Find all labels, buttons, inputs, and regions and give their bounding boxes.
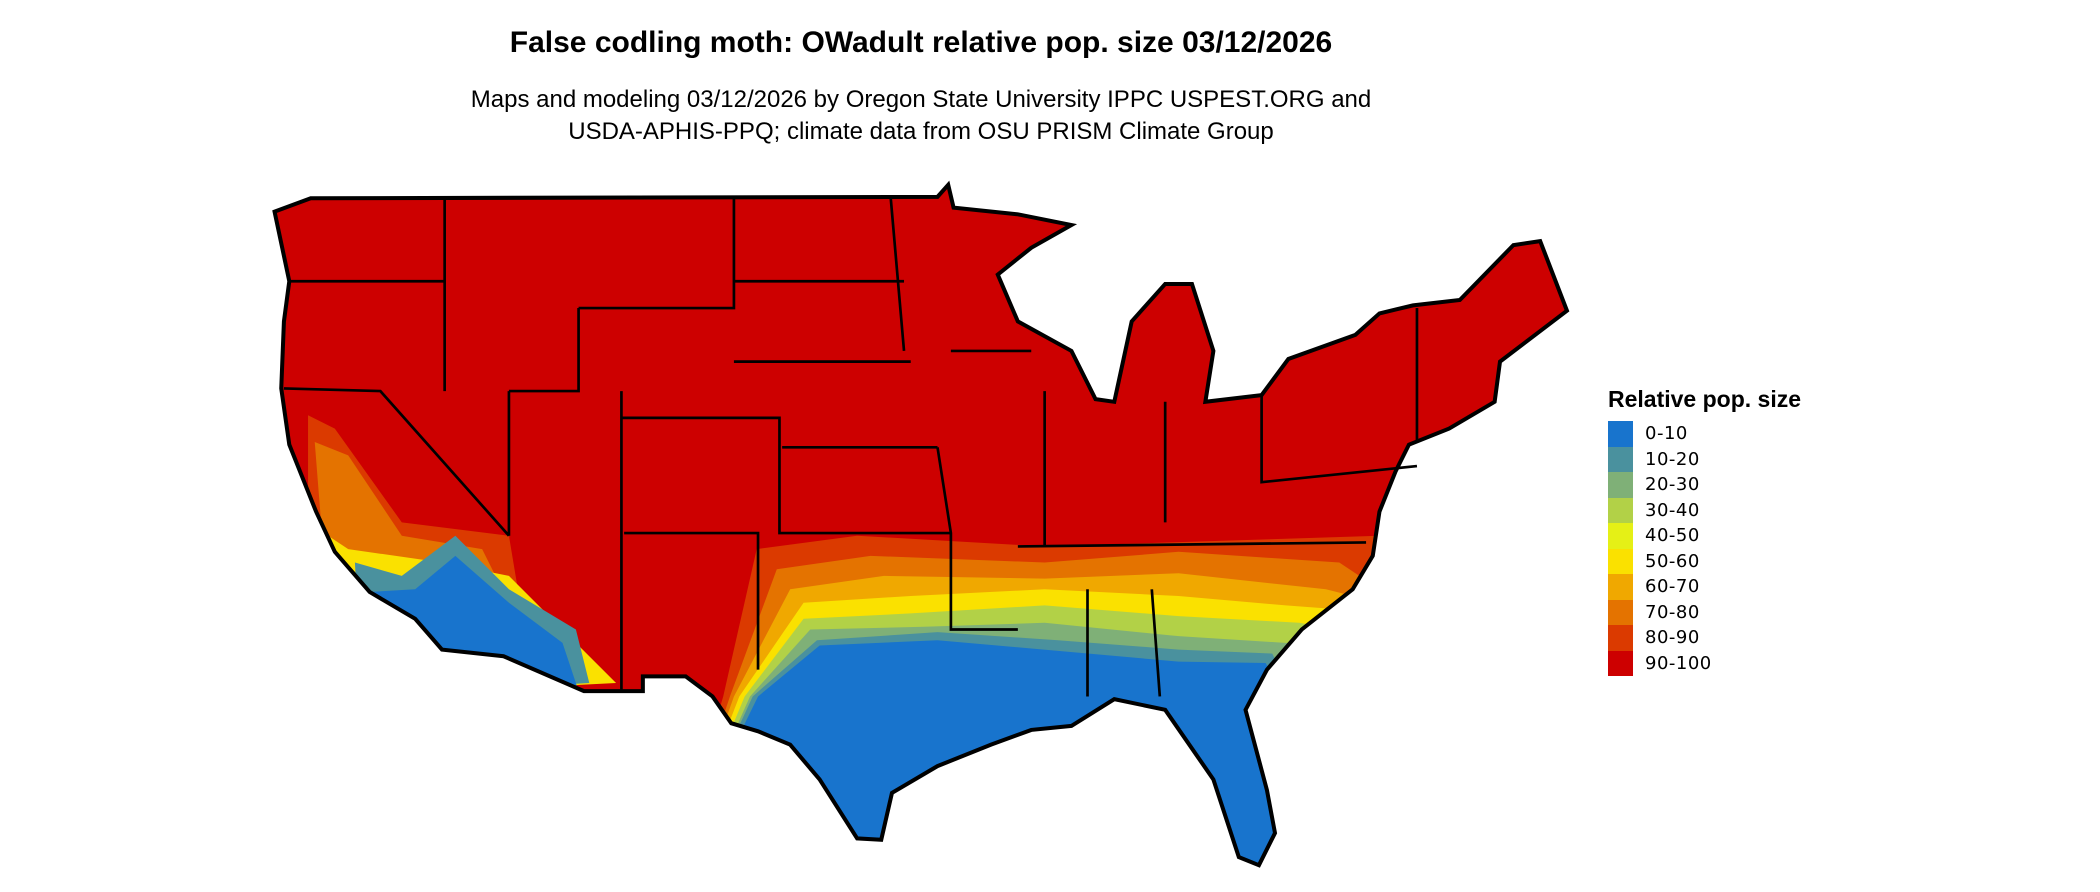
legend-item: 60-70 — [1608, 574, 1801, 600]
legend-swatch — [1608, 574, 1633, 600]
legend-label: 40-50 — [1645, 525, 1700, 547]
legend: Relative pop. size 0-10 10-20 20-30 30-40 40… — [1608, 386, 1801, 676]
legend-swatch — [1608, 497, 1633, 523]
map-subtitle: Maps and modeling 03/12/2026 by Oregon S… — [0, 84, 1842, 148]
legend-label: 60-70 — [1645, 576, 1700, 598]
legend-swatch — [1608, 472, 1633, 498]
legend-swatch — [1608, 421, 1633, 447]
legend-item: 0-10 — [1608, 421, 1801, 447]
state-borders — [275, 185, 1567, 865]
legend-item: 10-20 — [1608, 446, 1801, 472]
legend-title: Relative pop. size — [1608, 386, 1802, 412]
legend-item: 40-50 — [1608, 523, 1801, 549]
legend-label: 50-60 — [1645, 550, 1700, 572]
legend-label: 20-30 — [1645, 474, 1700, 496]
legend-item: 70-80 — [1608, 599, 1801, 625]
legend-item: 90-100 — [1608, 650, 1801, 676]
legend-swatch — [1608, 548, 1633, 574]
legend-swatch — [1608, 523, 1633, 549]
legend-label: 30-40 — [1645, 499, 1700, 521]
map-title: False codling moth: OWadult relative pop… — [509, 26, 1333, 59]
legend-swatch — [1608, 599, 1633, 625]
legend-item: 30-40 — [1608, 497, 1801, 523]
legend-swatch — [1608, 650, 1633, 676]
legend-label: 90-100 — [1645, 652, 1712, 674]
legend-swatch — [1608, 625, 1633, 651]
legend-item: 50-60 — [1608, 548, 1801, 574]
legend-label: 80-90 — [1645, 627, 1700, 649]
legend-item: 20-30 — [1608, 472, 1801, 498]
legend-item: 80-90 — [1608, 625, 1801, 651]
legend-label: 10-20 — [1645, 448, 1700, 470]
subtitle-line-1: Maps and modeling 03/12/2026 by Oregon S… — [470, 86, 1372, 113]
legend-label: 70-80 — [1645, 601, 1700, 623]
legend-swatch — [1608, 446, 1633, 472]
subtitle-line-2: USDA-APHIS-PPQ; climate data from OSU PR… — [568, 118, 1274, 145]
legend-label: 0-10 — [1645, 423, 1688, 445]
